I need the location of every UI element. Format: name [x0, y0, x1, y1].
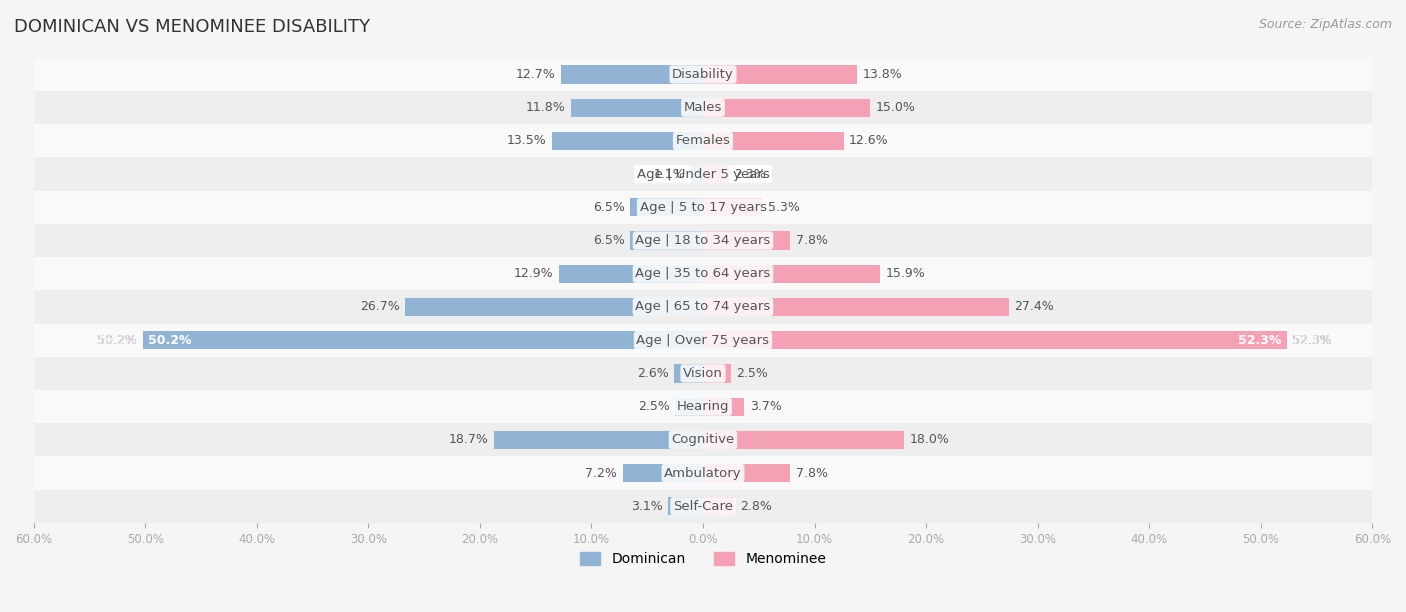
- Bar: [703, 398, 744, 416]
- Text: Age | 35 to 64 years: Age | 35 to 64 years: [636, 267, 770, 280]
- Bar: [673, 364, 703, 382]
- Bar: [703, 298, 1008, 316]
- Text: Self-Care: Self-Care: [673, 500, 733, 513]
- Text: Age | Over 75 years: Age | Over 75 years: [637, 334, 769, 347]
- Text: 15.0%: 15.0%: [876, 101, 915, 114]
- Text: 2.3%: 2.3%: [734, 168, 766, 181]
- Bar: [690, 165, 703, 183]
- Text: Age | 5 to 17 years: Age | 5 to 17 years: [640, 201, 766, 214]
- Text: 50.2%: 50.2%: [149, 334, 193, 347]
- Bar: [34, 424, 1372, 457]
- Text: 2.6%: 2.6%: [637, 367, 668, 380]
- Bar: [34, 91, 1372, 124]
- Bar: [630, 231, 703, 250]
- Text: Cognitive: Cognitive: [672, 433, 734, 446]
- Text: 13.5%: 13.5%: [508, 135, 547, 147]
- Text: Hearing: Hearing: [676, 400, 730, 413]
- Bar: [630, 198, 703, 217]
- Bar: [675, 398, 703, 416]
- Bar: [703, 132, 844, 150]
- Text: 13.8%: 13.8%: [862, 68, 903, 81]
- Bar: [703, 165, 728, 183]
- Text: 3.7%: 3.7%: [749, 400, 782, 413]
- Text: Females: Females: [675, 135, 731, 147]
- Text: 12.6%: 12.6%: [849, 135, 889, 147]
- Bar: [34, 58, 1372, 91]
- Bar: [703, 198, 762, 217]
- Bar: [143, 331, 703, 349]
- Bar: [34, 257, 1372, 290]
- Text: 18.7%: 18.7%: [449, 433, 489, 446]
- Text: 26.7%: 26.7%: [360, 300, 399, 313]
- Bar: [703, 464, 790, 482]
- Bar: [34, 191, 1372, 224]
- Bar: [703, 264, 880, 283]
- Text: 3.1%: 3.1%: [631, 500, 662, 513]
- Bar: [703, 99, 870, 117]
- Text: 6.5%: 6.5%: [593, 201, 624, 214]
- Bar: [703, 65, 858, 84]
- Bar: [34, 390, 1372, 424]
- Bar: [703, 497, 734, 515]
- Bar: [34, 157, 1372, 191]
- Text: 2.5%: 2.5%: [737, 367, 768, 380]
- Bar: [34, 290, 1372, 324]
- Text: Age | Under 5 years: Age | Under 5 years: [637, 168, 769, 181]
- Bar: [703, 231, 790, 250]
- Bar: [495, 431, 703, 449]
- Text: 52.3%: 52.3%: [1292, 334, 1331, 347]
- Text: 6.5%: 6.5%: [593, 234, 624, 247]
- Bar: [668, 497, 703, 515]
- Text: 7.8%: 7.8%: [796, 466, 828, 480]
- Bar: [560, 264, 703, 283]
- Bar: [34, 224, 1372, 257]
- Text: 5.3%: 5.3%: [768, 201, 800, 214]
- Bar: [405, 298, 703, 316]
- Text: 27.4%: 27.4%: [1014, 300, 1054, 313]
- Text: Vision: Vision: [683, 367, 723, 380]
- Text: 12.9%: 12.9%: [513, 267, 554, 280]
- Bar: [703, 364, 731, 382]
- Text: 11.8%: 11.8%: [526, 101, 565, 114]
- Bar: [623, 464, 703, 482]
- Bar: [34, 457, 1372, 490]
- Text: Source: ZipAtlas.com: Source: ZipAtlas.com: [1258, 18, 1392, 31]
- Text: 50.2%: 50.2%: [97, 334, 138, 347]
- Bar: [34, 324, 1372, 357]
- Bar: [703, 431, 904, 449]
- Text: Disability: Disability: [672, 68, 734, 81]
- Text: Age | 65 to 74 years: Age | 65 to 74 years: [636, 300, 770, 313]
- Bar: [553, 132, 703, 150]
- Text: 50.2%: 50.2%: [97, 334, 138, 347]
- Legend: Dominican, Menominee: Dominican, Menominee: [574, 547, 832, 572]
- Text: Age | 18 to 34 years: Age | 18 to 34 years: [636, 234, 770, 247]
- Text: Ambulatory: Ambulatory: [664, 466, 742, 480]
- Text: 2.8%: 2.8%: [740, 500, 772, 513]
- Text: 15.9%: 15.9%: [886, 267, 925, 280]
- Bar: [34, 124, 1372, 157]
- Bar: [34, 490, 1372, 523]
- Bar: [571, 99, 703, 117]
- Text: 7.8%: 7.8%: [796, 234, 828, 247]
- Bar: [561, 65, 703, 84]
- Text: 18.0%: 18.0%: [910, 433, 949, 446]
- Text: 7.2%: 7.2%: [585, 466, 617, 480]
- Bar: [703, 331, 1286, 349]
- Text: DOMINICAN VS MENOMINEE DISABILITY: DOMINICAN VS MENOMINEE DISABILITY: [14, 18, 370, 36]
- Text: 12.7%: 12.7%: [516, 68, 555, 81]
- Text: 52.3%: 52.3%: [1292, 334, 1331, 347]
- Text: 52.3%: 52.3%: [1237, 334, 1281, 347]
- Text: 1.1%: 1.1%: [654, 168, 685, 181]
- Text: 2.5%: 2.5%: [638, 400, 669, 413]
- Text: Males: Males: [683, 101, 723, 114]
- Bar: [34, 357, 1372, 390]
